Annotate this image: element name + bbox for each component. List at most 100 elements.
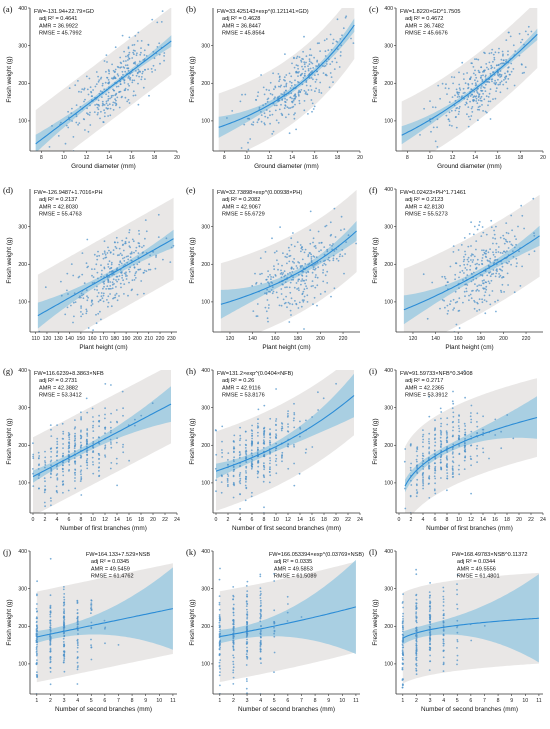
data-point xyxy=(141,252,144,254)
data-point xyxy=(56,468,59,470)
y-tick-label: 100 xyxy=(384,300,393,306)
data-point xyxy=(475,248,477,251)
data-point xyxy=(458,438,460,441)
data-point xyxy=(299,435,301,438)
data-point xyxy=(137,252,140,255)
data-point xyxy=(318,91,321,93)
data-point xyxy=(86,442,88,445)
data-point xyxy=(493,58,496,61)
x-tick-label: 24 xyxy=(540,517,546,523)
data-point xyxy=(232,623,235,626)
data-point xyxy=(415,612,417,615)
data-point xyxy=(246,680,248,682)
data-point xyxy=(96,289,98,291)
data-point xyxy=(163,52,166,54)
data-point xyxy=(263,454,265,457)
data-point xyxy=(485,95,488,98)
data-point xyxy=(136,40,139,42)
data-point xyxy=(490,226,493,229)
data-point xyxy=(298,56,301,58)
x-tick-label: 140 xyxy=(431,336,440,342)
x-axis-title: Plant height (cm) xyxy=(445,344,493,351)
data-point xyxy=(445,114,448,117)
data-point xyxy=(281,460,283,463)
data-point xyxy=(263,464,265,467)
data-point xyxy=(280,293,283,295)
data-point xyxy=(101,269,103,272)
data-point xyxy=(76,683,79,685)
data-point xyxy=(305,55,308,58)
data-point xyxy=(434,482,436,485)
data-point xyxy=(462,260,465,263)
data-point xyxy=(92,426,94,429)
data-point xyxy=(499,91,502,94)
data-point xyxy=(323,253,326,256)
data-point xyxy=(402,628,404,631)
data-point xyxy=(134,63,137,65)
data-point xyxy=(458,95,461,98)
data-point xyxy=(505,39,508,41)
data-point xyxy=(259,273,261,276)
data-point xyxy=(98,462,101,464)
data-point xyxy=(172,244,175,247)
data-point xyxy=(114,98,116,101)
data-point xyxy=(305,84,308,87)
data-point xyxy=(280,93,283,95)
data-point xyxy=(86,461,89,464)
data-point xyxy=(107,115,109,117)
data-point xyxy=(226,473,229,476)
data-point xyxy=(511,244,514,247)
data-point xyxy=(312,268,315,271)
data-point xyxy=(477,106,480,108)
data-point xyxy=(490,279,493,282)
data-point xyxy=(259,648,262,651)
data-point xyxy=(115,292,118,295)
data-point xyxy=(301,293,304,296)
data-point xyxy=(239,477,242,480)
data-point xyxy=(463,444,466,447)
data-point xyxy=(275,429,277,431)
stats-line: adj R² = 0.4641 xyxy=(39,16,77,22)
data-point xyxy=(458,87,461,90)
data-point xyxy=(124,240,127,243)
data-point xyxy=(465,290,468,293)
data-point xyxy=(260,74,262,76)
data-point xyxy=(135,246,138,249)
data-point xyxy=(134,94,137,97)
data-point xyxy=(124,263,126,266)
data-point xyxy=(299,244,302,246)
data-point xyxy=(77,123,79,126)
data-point xyxy=(50,456,52,458)
data-point xyxy=(503,79,505,81)
data-point xyxy=(250,449,253,452)
data-point xyxy=(36,652,38,655)
data-point xyxy=(246,580,249,583)
data-point xyxy=(79,456,82,459)
data-point xyxy=(96,106,99,109)
data-point xyxy=(415,636,418,638)
data-point xyxy=(422,273,425,276)
data-point xyxy=(245,641,248,643)
x-tick-label: 2 xyxy=(44,517,47,523)
data-point xyxy=(245,461,248,463)
y-tick-label: 400 xyxy=(18,368,27,374)
data-point xyxy=(86,295,88,298)
data-point xyxy=(263,436,266,438)
data-point xyxy=(294,79,296,82)
data-point xyxy=(124,242,126,245)
data-point xyxy=(285,85,288,88)
data-point xyxy=(232,465,235,468)
data-point xyxy=(440,440,443,443)
data-point xyxy=(80,469,83,472)
data-point xyxy=(76,661,79,664)
data-point xyxy=(123,283,126,285)
data-point xyxy=(314,74,316,76)
data-point xyxy=(121,390,124,393)
data-point xyxy=(105,54,108,56)
data-point xyxy=(429,594,431,597)
data-point xyxy=(251,491,253,494)
data-point xyxy=(257,460,260,463)
data-point xyxy=(483,98,486,101)
data-point xyxy=(219,567,221,570)
data-point xyxy=(492,251,494,254)
